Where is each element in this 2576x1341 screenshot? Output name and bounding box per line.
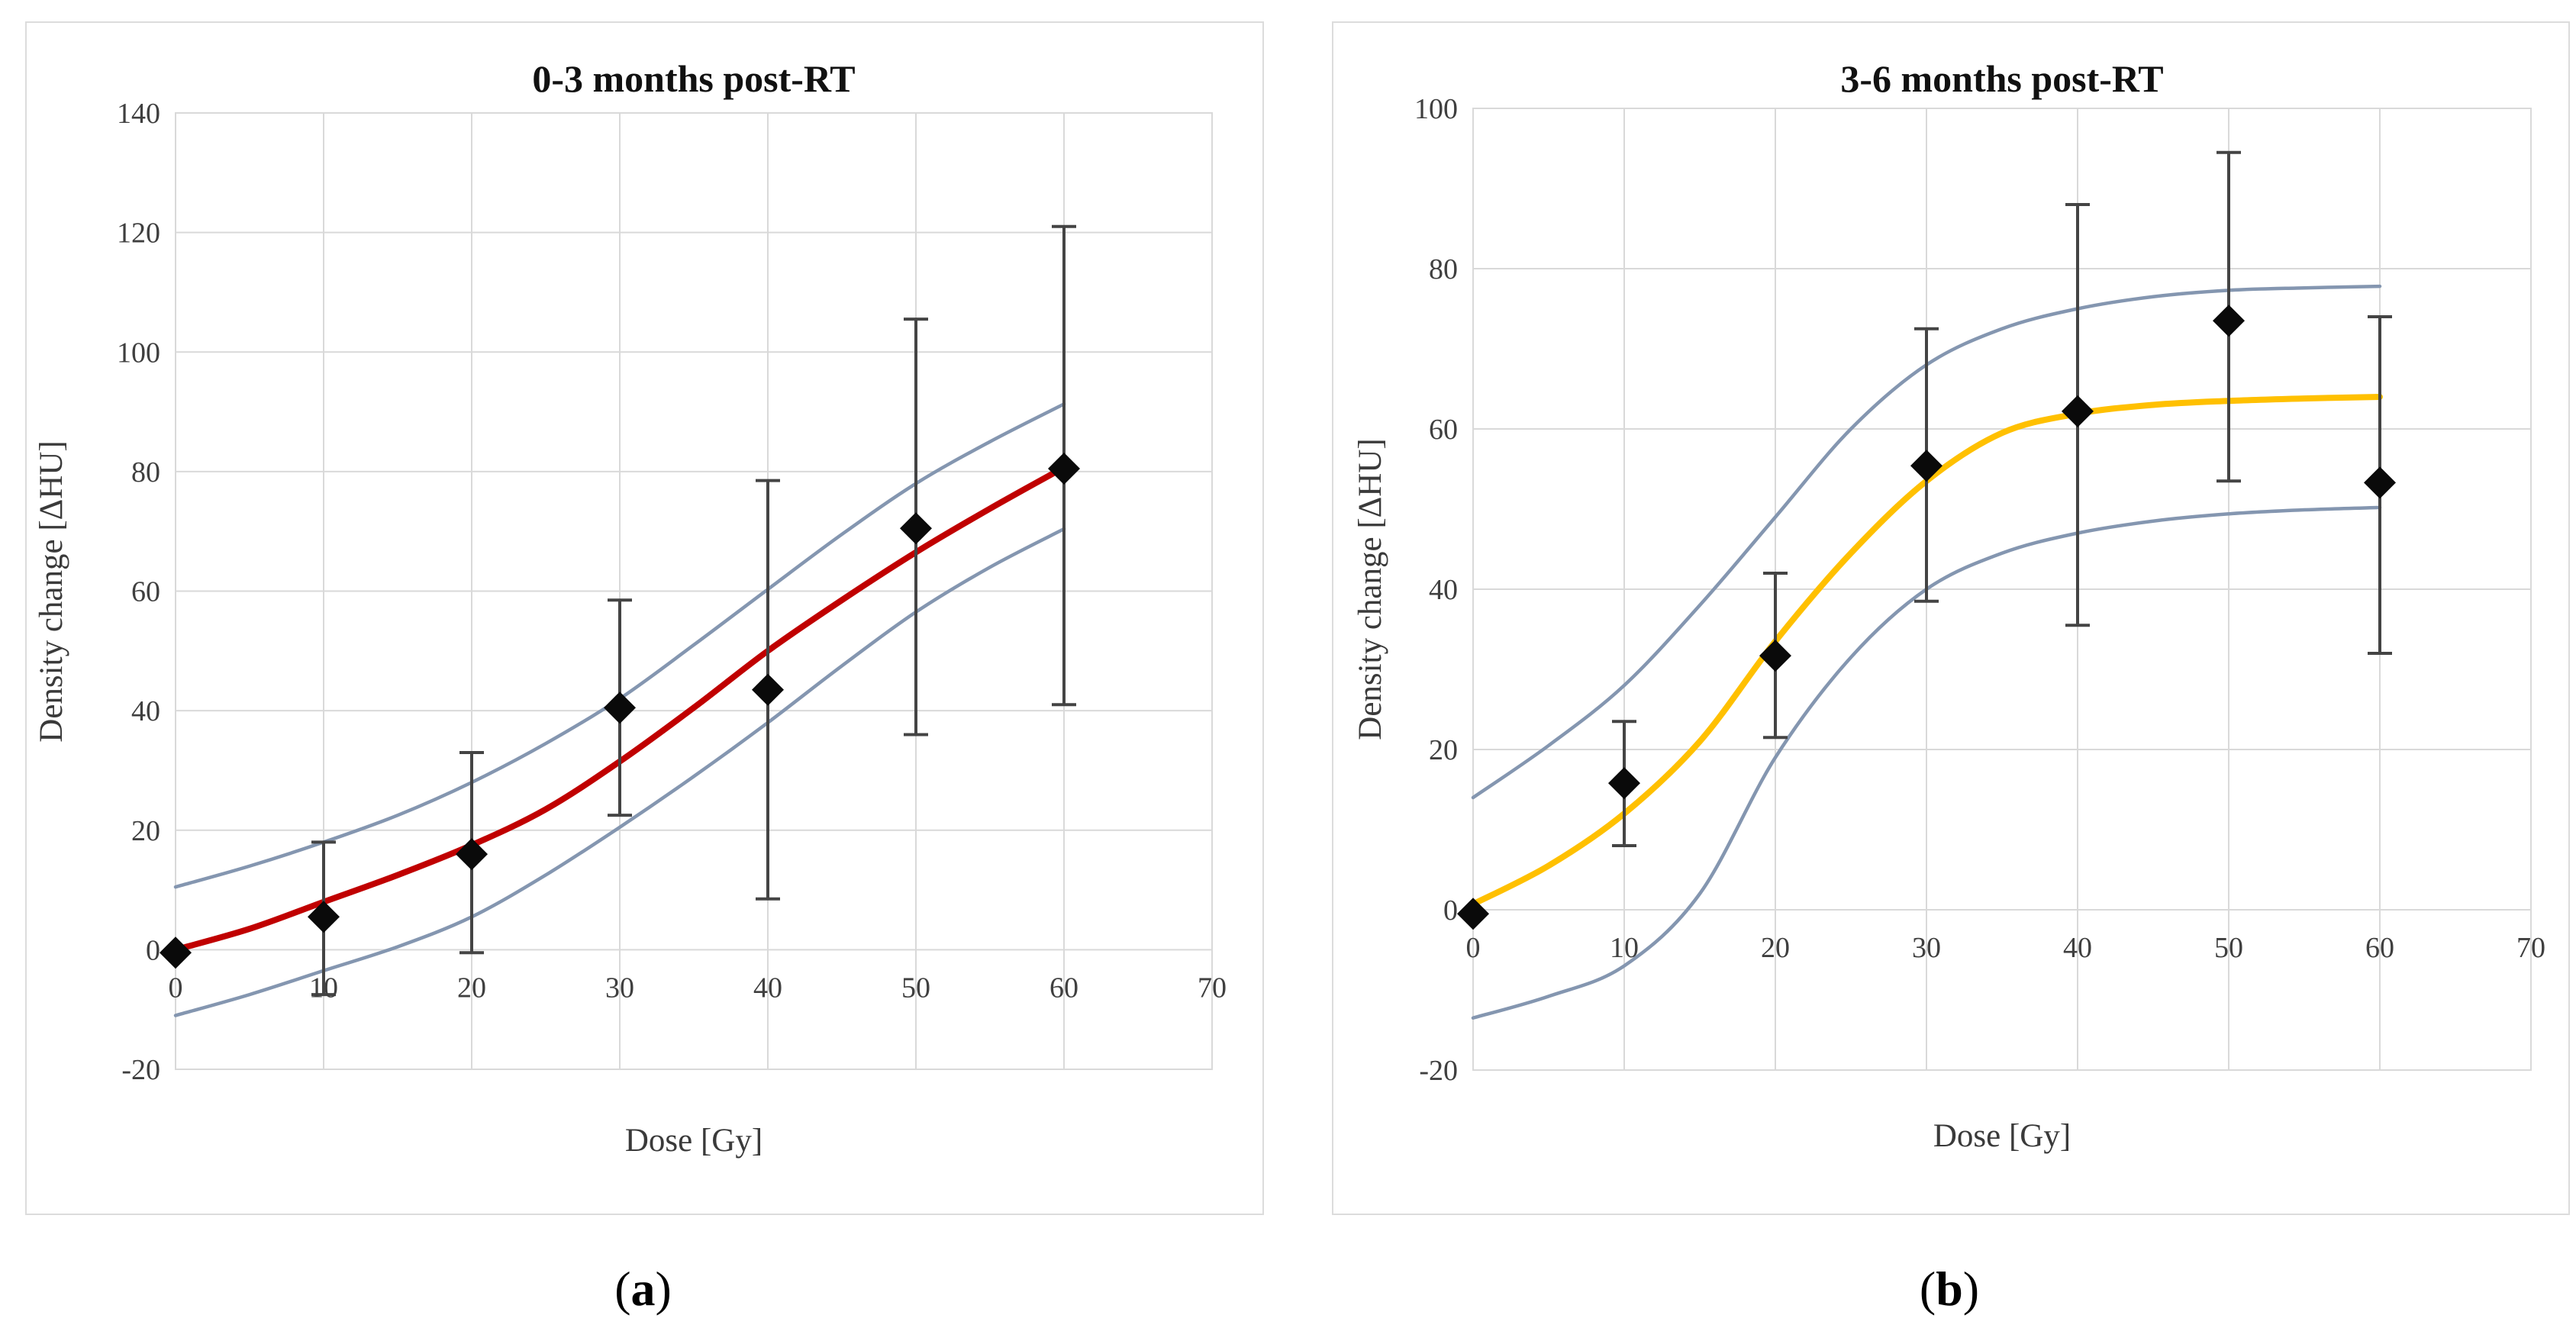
x-axis-tick-label: 0 — [169, 972, 183, 1004]
data-point-marker — [1608, 767, 1640, 800]
panel-b-caption-letter: b — [1936, 1262, 1963, 1316]
y-axis-tick-label: 0 — [146, 934, 160, 966]
x-axis-tick-label: 40 — [2063, 932, 2092, 964]
data-point-marker — [1759, 640, 1791, 672]
y-axis-tick-label: 140 — [117, 98, 160, 130]
chart-b-canvas: 100 80 60 40 20 0 -20 0 10 20 30 40 50 60 70 3-6 month… — [1352, 57, 2545, 1154]
chart-a-y-axis-title: Density change [ΔHU] — [34, 440, 69, 742]
chart-a-x-axis-title: Dose [Gy] — [625, 1123, 762, 1159]
chart-panel-a: 140 120 100 80 60 40 20 0 -20 0 10 20 30 40 50 60 70 0-3… — [25, 21, 1264, 1215]
y-axis-tick-label: 60 — [131, 576, 160, 608]
y-axis-tick-label: 120 — [117, 218, 160, 250]
plot-border — [175, 112, 1213, 1070]
panel-a-caption: (a) — [25, 1261, 1261, 1317]
data-point-marker — [900, 512, 932, 545]
y-axis-tick-label: 60 — [1429, 414, 1458, 446]
y-axis-tick-label: 100 — [1414, 93, 1458, 125]
chart-a-plot-area: 140 120 100 80 60 40 20 0 -20 0 10 20 30 40 50 60 70 — [117, 98, 1227, 1086]
x-axis-tick-label: 60 — [1049, 972, 1078, 1004]
data-point-marker — [1457, 898, 1489, 930]
x-axis-tick-label: 20 — [1761, 932, 1790, 964]
chart-panel-b: 100 80 60 40 20 0 -20 0 10 20 30 40 50 60 70 3-6 month… — [1332, 21, 2570, 1215]
panel-a-caption-open: ( — [614, 1262, 631, 1316]
y-axis-tick-label: 40 — [131, 695, 160, 727]
plot-border — [1472, 108, 2532, 1071]
chart-b-plot-area: 100 80 60 40 20 0 -20 0 10 20 30 40 50 60 70 — [1414, 93, 2545, 1087]
data-point-marker — [160, 936, 192, 969]
upper-confidence-curve — [1471, 284, 2382, 800]
data-point-marker — [1910, 450, 1942, 482]
y-axis-tick-label: 20 — [1429, 734, 1458, 766]
chart-b-x-axis-title: Dose [Gy] — [1933, 1118, 2071, 1154]
panel-b-caption-open: ( — [1919, 1262, 1936, 1316]
data-point-marker — [1048, 452, 1080, 485]
data-point-marker — [2213, 305, 2245, 337]
chart-b-y-axis-title: Density change [ΔHU] — [1352, 438, 1388, 740]
chart-a-canvas: 140 120 100 80 60 40 20 0 -20 0 10 20 30 40 50 60 70 0-3… — [34, 57, 1227, 1159]
y-axis-tick-label: 100 — [117, 337, 160, 369]
data-point-marker — [604, 691, 636, 724]
lower-confidence-curve — [1471, 505, 2382, 1020]
x-axis-tick-label: 70 — [2516, 932, 2545, 964]
chart-a-title: 0-3 months post-RT — [532, 57, 855, 100]
x-axis-tick-label: 10 — [1610, 932, 1639, 964]
x-axis-tick-label: 10 — [309, 972, 338, 1004]
y-axis-tick-label: 20 — [131, 815, 160, 847]
chart-b-title: 3-6 months post-RT — [1840, 57, 2163, 100]
x-axis-tick-label: 70 — [1198, 972, 1227, 1004]
panel-a-caption-letter: a — [630, 1262, 656, 1316]
x-axis-tick-label: 50 — [901, 972, 930, 1004]
y-axis-tick-label: 0 — [1443, 895, 1458, 927]
x-axis-tick-label: 50 — [2214, 932, 2243, 964]
data-point-marker — [456, 838, 488, 871]
y-axis-tick-label: 80 — [131, 456, 160, 488]
data-point-marker — [752, 673, 784, 706]
data-point-marker — [308, 901, 340, 933]
x-axis-tick-label: 20 — [457, 972, 486, 1004]
x-axis-tick-label: 60 — [2365, 932, 2394, 964]
y-axis-tick-label: 80 — [1429, 253, 1458, 285]
y-axis-tick-label: -20 — [1419, 1055, 1458, 1087]
y-axis-tick-label: -20 — [121, 1054, 160, 1086]
data-point-marker — [2364, 466, 2396, 499]
y-axis-tick-label: 40 — [1429, 574, 1458, 606]
panel-b-caption: (b) — [1332, 1261, 2567, 1317]
x-axis-tick-label: 40 — [753, 972, 782, 1004]
x-axis-tick-label: 30 — [605, 972, 634, 1004]
x-axis-tick-label: 30 — [1912, 932, 1941, 964]
data-point-marker — [2062, 395, 2094, 427]
panel-b-caption-close: ) — [1962, 1262, 1980, 1316]
panel-a-caption-close: ) — [655, 1262, 672, 1316]
x-axis-tick-label: 0 — [1466, 932, 1481, 964]
